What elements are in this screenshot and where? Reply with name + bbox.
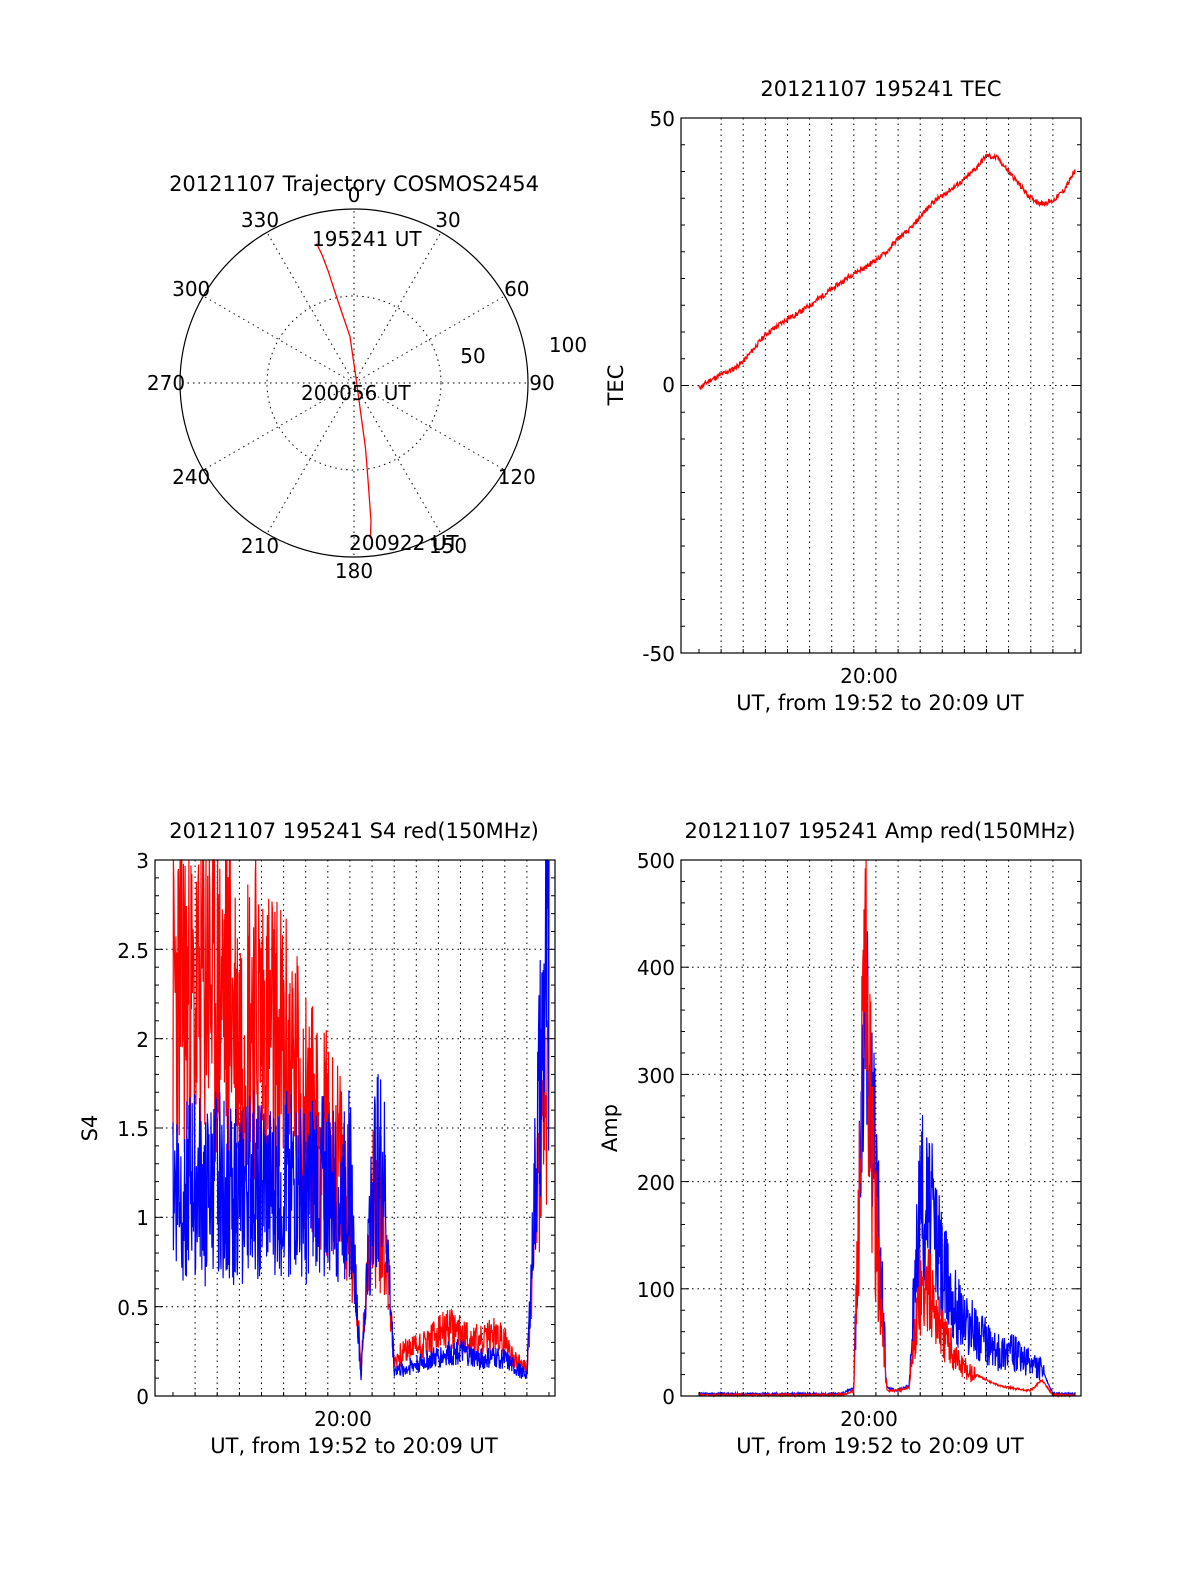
trajectory-title: 20121107 Trajectory COSMOS2454	[169, 172, 539, 196]
s4-y-tick-0-5: 0.5	[117, 1296, 149, 1320]
tec-plot-frame	[680, 117, 1082, 654]
trajectory-end-label: 200922 UT	[349, 531, 459, 555]
amp-red-series-line	[698, 859, 1076, 1399]
s4-panel: 20121107 195241 S4 red(150MHz) 0 0.5 1 1…	[78, 819, 556, 1458]
polar-spoke-30	[353, 232, 442, 384]
polar-radius-label-100: 100	[549, 333, 587, 357]
amp-y-tick-400: 400	[637, 956, 675, 980]
tec-panel: 20121107 195241 TEC 50 0 -50 20:00 UT, f…	[604, 77, 1082, 715]
polar-angle-labels: 0 30 60 90 120 150 180 210 240 270 300 330	[147, 183, 555, 583]
polar-angle-label-60: 60	[504, 277, 529, 301]
polar-angle-label-90: 90	[529, 371, 554, 395]
tec-x-tick-2000: 20:00	[840, 664, 898, 688]
s4-x-tick-2000: 20:00	[314, 1407, 372, 1431]
tec-title: 20121107 195241 TEC	[760, 77, 1001, 101]
trajectory-mid-label: 200056 UT	[301, 381, 411, 405]
amp-y-tick-100: 100	[637, 1278, 675, 1302]
amp-plot-frame	[680, 859, 1082, 1397]
polar-angle-label-150: 150	[429, 534, 467, 558]
s4-y-tick-1-5: 1.5	[117, 1117, 149, 1141]
tec-y-tick-50: 50	[650, 107, 675, 131]
tec-minor-ticks	[681, 117, 1081, 654]
tec-series-line	[698, 152, 1076, 391]
amp-y-tick-500: 500	[637, 849, 675, 873]
amp-y-tick-300: 300	[637, 1064, 675, 1088]
polar-spoke-300	[203, 295, 355, 384]
s4-x-axis-label: UT, from 19:52 to 20:09 UT	[210, 1434, 498, 1458]
s4-y-tick-2: 2	[136, 1028, 149, 1052]
polar-angle-label-240: 240	[172, 465, 210, 489]
s4-y-tick-1: 1	[136, 1206, 149, 1230]
polar-angle-label-330: 330	[241, 208, 279, 232]
polar-angle-label-30: 30	[435, 208, 460, 232]
polar-angle-label-0: 0	[348, 183, 361, 207]
s4-y-tick-3: 3	[136, 849, 149, 873]
tec-grid	[681, 118, 1081, 653]
polar-ring-50	[266, 295, 442, 471]
s4-y-tick-0: 0	[136, 1385, 149, 1409]
polar-angle-label-210: 210	[241, 534, 279, 558]
polar-grid	[180, 209, 528, 557]
tec-y-tick-minus50: -50	[642, 642, 675, 666]
polar-angle-label-300: 300	[172, 277, 210, 301]
amp-y-tick-200: 200	[637, 1171, 675, 1195]
polar-spoke-120	[353, 382, 505, 471]
trajectory-start-label: 195241 UT	[312, 227, 422, 251]
amp-y-tick-0: 0	[662, 1385, 675, 1409]
polar-angle-label-180: 180	[335, 559, 373, 583]
polar-radius-label-50: 50	[460, 344, 485, 368]
amp-y-axis-label: Amp	[598, 1104, 622, 1152]
tec-y-axis-label: TEC	[604, 365, 628, 407]
polar-outer-circle	[179, 208, 529, 558]
tec-y-tick-0: 0	[662, 373, 675, 397]
amp-blue-series-line	[698, 925, 1076, 1398]
s4-y-tick-2-5: 2.5	[117, 939, 149, 963]
s4-minor-ticks	[155, 859, 555, 1397]
s4-red-series-line	[172, 859, 550, 1373]
tec-x-axis-label: UT, from 19:52 to 20:09 UT	[736, 691, 1024, 715]
amp-minor-ticks	[681, 859, 1081, 1397]
polar-spoke-150	[353, 382, 442, 534]
s4-blue-series-line	[172, 859, 550, 1381]
amp-panel: 20121107 195241 Amp red(150MHz) 0 100 20…	[598, 819, 1082, 1458]
amp-title: 20121107 195241 Amp red(150MHz)	[684, 819, 1075, 843]
amp-grid	[681, 860, 1081, 1396]
polar-angle-label-270: 270	[147, 371, 185, 395]
s4-title: 20121107 195241 S4 red(150MHz)	[169, 819, 539, 843]
s4-y-axis-label: S4	[78, 1115, 102, 1142]
polar-spoke-330	[266, 232, 355, 384]
polar-spoke-210	[266, 382, 355, 534]
polar-angle-label-120: 120	[498, 465, 536, 489]
amp-x-axis-label: UT, from 19:52 to 20:09 UT	[736, 1434, 1024, 1458]
trajectory-line	[316, 243, 372, 539]
amp-x-tick-2000: 20:00	[840, 1407, 898, 1431]
polar-spoke-240	[203, 382, 355, 471]
polar-spoke-60	[353, 295, 505, 384]
trajectory-panel: 20121107 Trajectory COSMOS2454 0 30 60 90 12…	[147, 172, 587, 583]
